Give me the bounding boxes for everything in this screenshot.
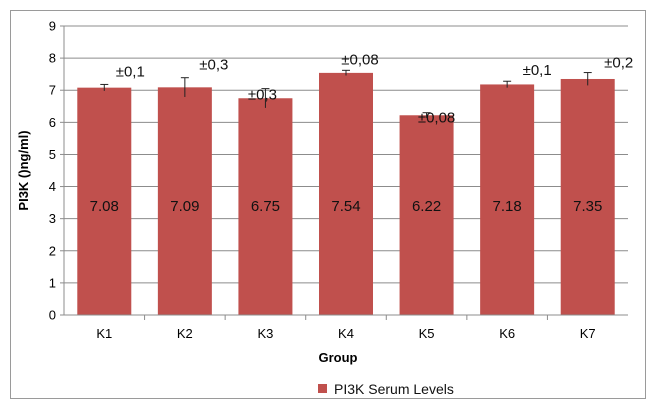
bar-value-label: 7.18 bbox=[493, 198, 522, 215]
y-tick-label: 1 bbox=[49, 275, 56, 290]
bar bbox=[77, 87, 132, 315]
bars: 7.08 7.09 6.75 7.54 6.22 7.18 7.35 bbox=[77, 72, 615, 316]
error-label: ±0,1 bbox=[523, 62, 552, 79]
x-tick-label: K1 bbox=[96, 326, 112, 341]
y-tick-label: 9 bbox=[49, 19, 56, 34]
error-label: ±0,08 bbox=[341, 51, 378, 68]
y-tick-label: 8 bbox=[49, 51, 56, 66]
y-tick-label: 2 bbox=[49, 243, 56, 258]
y-axis-title: PI3K ()ng/ml) bbox=[16, 130, 31, 210]
x-tick-label: K5 bbox=[419, 326, 435, 341]
bar-value-label: 7.35 bbox=[573, 198, 602, 215]
legend-label: PI3K Serum Levels bbox=[334, 381, 454, 397]
x-tick-label: K3 bbox=[257, 326, 273, 341]
y-axis-ticks: 0 1 2 3 4 5 6 7 8 9 bbox=[49, 19, 64, 323]
error-label: ±0,3 bbox=[248, 87, 277, 104]
bar bbox=[157, 87, 212, 316]
bar bbox=[319, 72, 373, 315]
y-tick-label: 7 bbox=[49, 83, 56, 98]
bar-value-label: 6.75 bbox=[251, 198, 280, 215]
bar bbox=[560, 78, 615, 315]
bar bbox=[399, 115, 454, 315]
y-tick-label: 6 bbox=[49, 115, 56, 130]
error-label: ±0,08 bbox=[418, 110, 455, 127]
error-label: ±0,3 bbox=[199, 57, 228, 74]
y-tick-label: 0 bbox=[49, 308, 56, 323]
legend: PI3K Serum Levels bbox=[318, 381, 454, 397]
bar bbox=[238, 98, 293, 315]
x-tick-label: K7 bbox=[580, 326, 596, 341]
bar-value-label: 7.08 bbox=[90, 198, 119, 215]
y-tick-label: 5 bbox=[49, 147, 56, 162]
bar bbox=[480, 84, 535, 315]
x-tick-label: K4 bbox=[338, 326, 354, 341]
x-tick-label: K6 bbox=[499, 326, 515, 341]
legend-swatch bbox=[318, 384, 327, 393]
error-label: ±0,2 bbox=[604, 55, 633, 72]
y-tick-label: 3 bbox=[49, 211, 56, 226]
bar-value-label: 7.54 bbox=[331, 198, 360, 215]
bar-value-label: 7.09 bbox=[170, 198, 199, 215]
x-axis-ticks: K1 K2 K3 K4 K5 K6 K7 bbox=[96, 315, 596, 341]
error-label: ±0,1 bbox=[116, 63, 145, 80]
error-bars: ±0,1 ±0,3 ±0,3 ±0,08 ±0,08 ±0,1 ±0,2 bbox=[100, 51, 633, 127]
x-tick-label: K2 bbox=[177, 326, 193, 341]
x-axis-title: Group bbox=[319, 350, 358, 365]
bar-value-label: 6.22 bbox=[412, 198, 441, 215]
y-tick-label: 4 bbox=[49, 179, 56, 194]
